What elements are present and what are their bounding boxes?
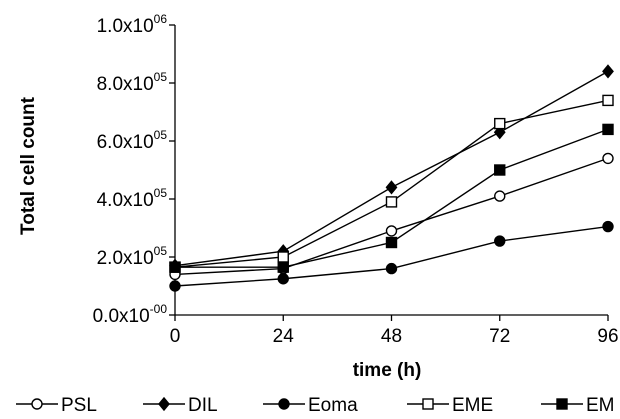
legend-label: EM — [586, 395, 615, 416]
y-tick-label: 8.0x1005 — [97, 70, 168, 95]
data-point-eme — [602, 94, 614, 107]
legend-label: Eoma — [308, 395, 358, 416]
legend-item-em: EM — [541, 395, 615, 416]
data-point-eoma — [277, 273, 289, 285]
series-em — [169, 123, 614, 273]
data-point-eoma — [169, 280, 181, 292]
y-tick-label: 0.0x10-00 — [93, 302, 168, 327]
data-point-eoma — [602, 220, 614, 233]
series-eoma — [169, 220, 614, 292]
y-tick-label: 2.0x1005 — [97, 244, 168, 269]
data-point-em — [494, 164, 506, 176]
data-point-psl — [602, 152, 614, 165]
legend-item-psl: PSL — [16, 395, 97, 416]
legend: PSL DIL Eoma EME EM — [16, 395, 615, 416]
x-axis-ticks: 0 24 48 72 96 — [170, 315, 619, 347]
y-axis-ticks: 0.0x10-00 2.0x1005 4.0x1005 6.0x1005 8.0x100… — [93, 12, 175, 327]
legend-marker-em — [556, 398, 568, 410]
legend-marker-eme — [422, 398, 434, 410]
data-point-eoma — [385, 262, 398, 275]
legend-item-dil: DIL — [143, 395, 218, 416]
data-point-em — [385, 236, 398, 249]
data-point-psl — [385, 225, 398, 237]
x-tick-label: 24 — [273, 326, 295, 347]
series-psl — [169, 152, 614, 281]
data-point-eme — [385, 196, 398, 208]
legend-label: PSL — [61, 395, 97, 416]
x-tick-label: 0 — [170, 326, 181, 347]
data-point-eme — [494, 117, 506, 130]
x-tick-label: 72 — [489, 326, 510, 347]
series-layer — [169, 64, 614, 292]
data-point-em — [602, 123, 614, 136]
legend-item-eme: EME — [407, 395, 493, 416]
x-tick-label: 96 — [597, 326, 618, 347]
legend-marker-psl — [31, 398, 43, 410]
legend-label: EME — [452, 395, 493, 416]
x-axis-title: time (h) — [353, 360, 422, 381]
y-tick-label: 1.0x1006 — [97, 12, 168, 37]
legend-marker-dil — [158, 396, 170, 412]
data-point-dil — [493, 125, 506, 140]
y-axis-title: Total cell count — [18, 96, 39, 235]
legend-marker-eoma — [278, 398, 290, 410]
y-tick-label: 6.0x1005 — [97, 128, 168, 153]
data-point-em — [277, 261, 289, 273]
legend-label: DIL — [188, 395, 218, 416]
data-point-em — [169, 261, 181, 273]
y-tick-label: 4.0x1005 — [97, 186, 168, 211]
legend-item-eoma: Eoma — [263, 395, 358, 416]
data-point-psl — [494, 190, 506, 202]
data-point-eoma — [494, 235, 506, 247]
data-point-eme — [277, 251, 289, 263]
x-tick-label: 48 — [381, 326, 402, 347]
data-point-dil — [602, 64, 614, 79]
data-point-dil — [385, 180, 398, 195]
